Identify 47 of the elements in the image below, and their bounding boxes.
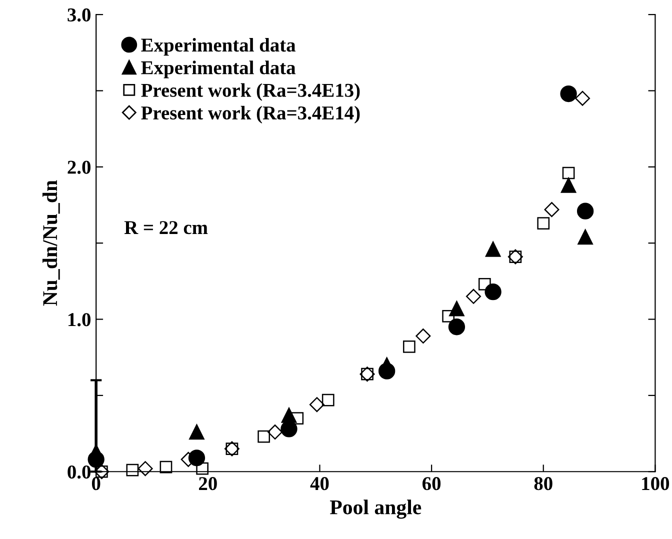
legend-label: Experimental data (141, 60, 296, 78)
legend-label: Present work (Ra=3.4E13) (141, 83, 360, 101)
point (560, 178, 576, 193)
x-tick-label: 80 (534, 477, 552, 490)
y-axis-title: Nu_dn/Nu_dn (42, 180, 60, 306)
point (258, 430, 270, 443)
point (403, 340, 416, 353)
x-tick-label: 60 (422, 477, 441, 490)
point (188, 450, 206, 466)
point (575, 90, 590, 106)
x-tick-label: 100 (642, 477, 670, 490)
point (189, 424, 204, 440)
point (280, 420, 298, 438)
point (449, 300, 464, 316)
x-tick-label: 40 (310, 477, 329, 490)
point (196, 462, 209, 475)
y-tick-label: 0.0 (68, 465, 90, 479)
y-tick-label: 1.0 (68, 313, 90, 326)
point (478, 278, 491, 290)
point (484, 284, 502, 300)
point (562, 166, 575, 180)
point (138, 461, 153, 476)
x-tick-label: 0 (92, 477, 100, 490)
point (537, 217, 550, 230)
x-tick-label: 20 (199, 477, 217, 490)
point (466, 288, 481, 304)
annotation: R = 22 cm (124, 221, 208, 234)
point (160, 460, 172, 474)
point (578, 229, 593, 245)
point (448, 318, 466, 336)
point (544, 202, 560, 218)
x-axis-title: Pool angle (330, 500, 422, 519)
point (322, 394, 334, 406)
legend-label: Present work (Ra=3.4E14) (141, 106, 360, 124)
point (416, 328, 431, 344)
legend-label: Experimental data (141, 38, 296, 56)
point (126, 464, 139, 476)
point (576, 202, 594, 220)
y-tick-label: 3.0 (68, 8, 90, 22)
point (268, 424, 283, 440)
y-tick-label: 2.0 (68, 160, 90, 174)
point (291, 412, 304, 424)
point (281, 408, 297, 423)
point (442, 310, 455, 322)
point (560, 85, 577, 102)
point (309, 397, 324, 412)
point (485, 242, 501, 257)
